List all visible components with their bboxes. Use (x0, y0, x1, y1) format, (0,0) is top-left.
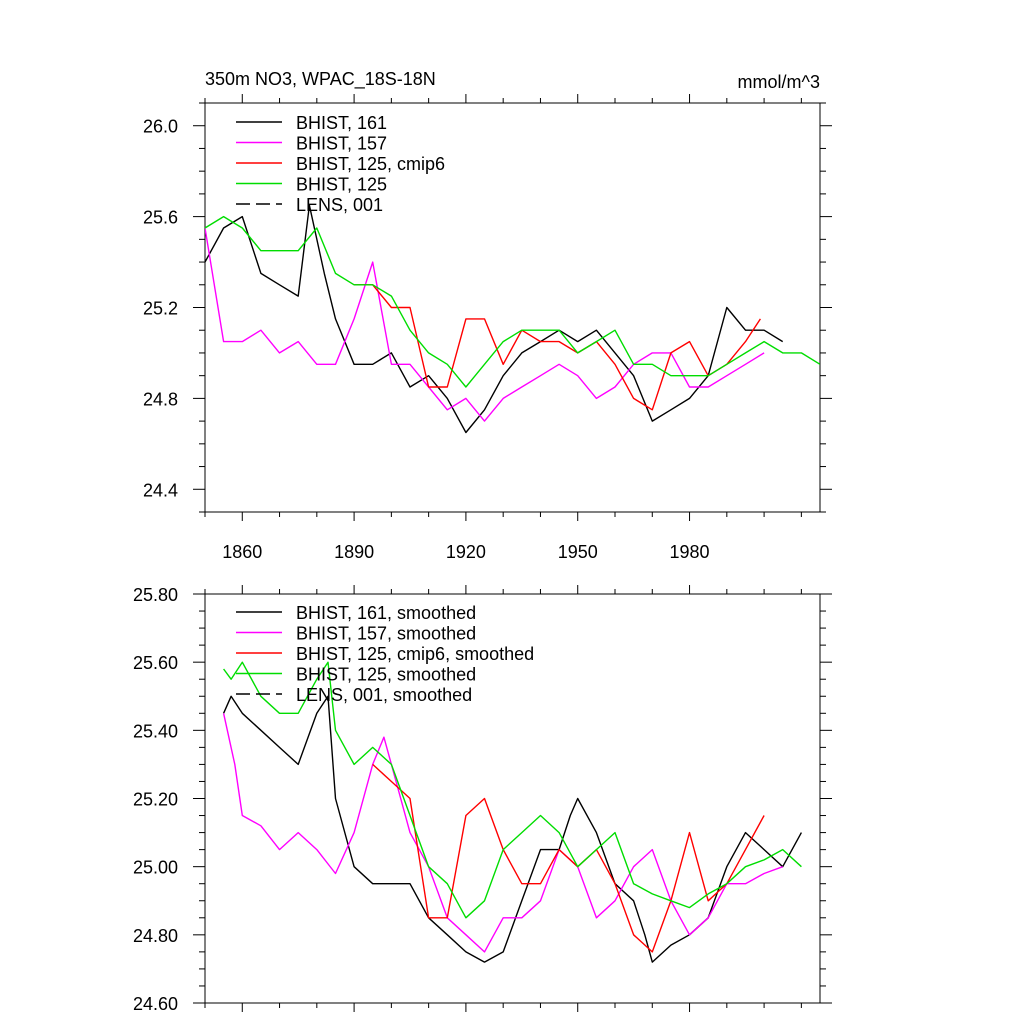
legend-label: BHIST, 161, smoothed (296, 603, 476, 623)
x-tick-label: 1980 (670, 542, 710, 562)
legend-label: BHIST, 157, smoothed (296, 624, 476, 644)
legend-label: BHIST, 125, smoothed (296, 665, 476, 685)
legend-label: BHIST, 157 (296, 134, 387, 154)
series-line-0 (205, 204, 784, 434)
series-line-2 (354, 284, 761, 411)
series-line-3 (205, 215, 820, 388)
y-tick-label: 26.0 (143, 117, 178, 137)
x-tick-label: 1920 (446, 542, 486, 562)
y-tick-label: 25.60 (133, 653, 178, 673)
units-label: mmol/m^3 (738, 72, 820, 92)
y-tick-label: 25.00 (133, 858, 178, 878)
legend-label: BHIST, 125 (296, 175, 387, 195)
series-line-3 (223, 661, 802, 919)
series-line-1 (205, 227, 765, 422)
top-panel: 350m NO3, WPAC_18S-18N mmol/m^3 1860 1890… (143, 69, 832, 562)
legend-label: LENS, 001, smoothed (296, 685, 472, 705)
y-tick-label: 24.4 (143, 480, 178, 500)
y-tick-label: 24.80 (133, 926, 178, 946)
y-tick-label: 25.80 (133, 585, 178, 605)
y-tick-label: 24.8 (143, 389, 178, 409)
series-line-1 (222, 713, 783, 953)
legend-label: LENS, 001 (296, 195, 383, 215)
y-tick-label: 25.20 (133, 790, 178, 810)
legend-label: BHIST, 161 (296, 113, 387, 133)
x-tick-label: 1860 (222, 542, 262, 562)
y-tick-label: 24.60 (133, 994, 178, 1014)
y-tick-label: 25.40 (133, 721, 178, 741)
y-tick-label: 25.2 (143, 299, 178, 319)
y-tick-label: 25.6 (143, 208, 178, 228)
x-tick-label: 1890 (334, 542, 374, 562)
series-line-2 (372, 763, 765, 953)
panel-title: 350m NO3, WPAC_18S-18N (205, 69, 436, 90)
bottom-panel: 24.60 24.80 25.00 25.20 25.40 25.60 25.80 BHIST… (133, 585, 832, 1014)
x-tick-label: 1950 (558, 542, 598, 562)
legend-label: BHIST, 125, cmip6 (296, 154, 445, 174)
series-line-0 (222, 695, 803, 963)
legend-label: BHIST, 125, cmip6, smoothed (296, 644, 534, 664)
